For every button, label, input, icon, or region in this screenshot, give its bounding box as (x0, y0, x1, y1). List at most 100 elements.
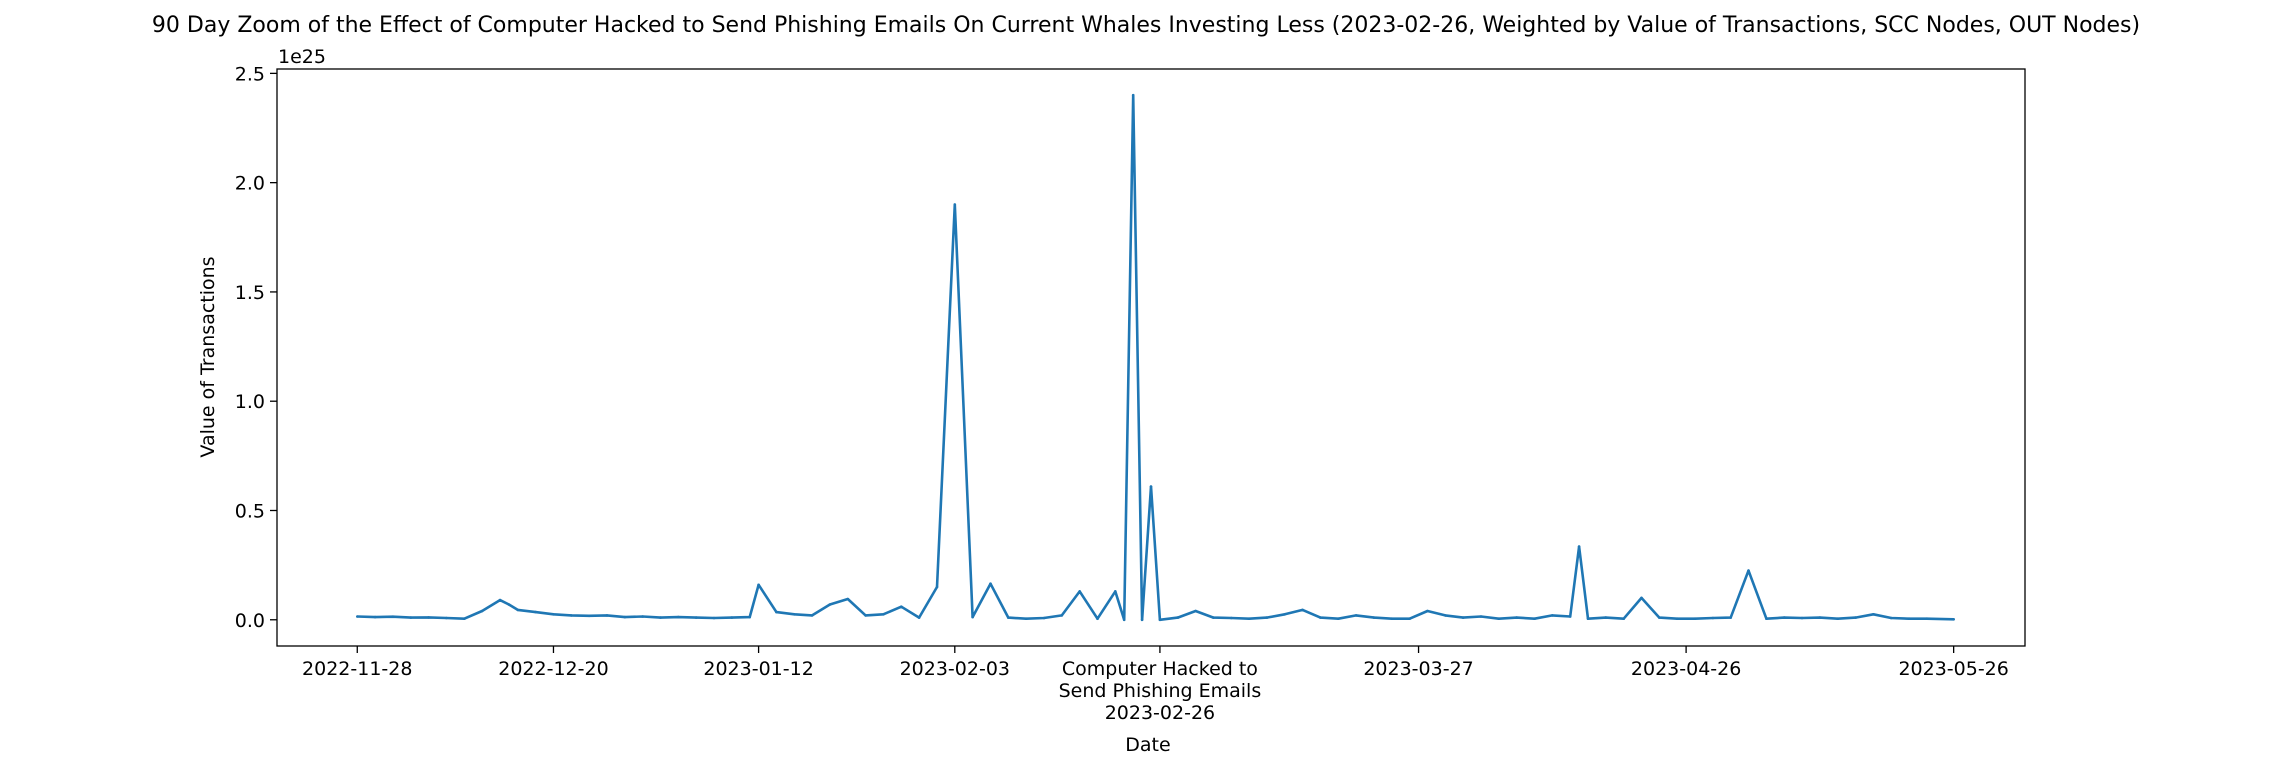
data-point (1114, 590, 1117, 593)
data-point (1872, 613, 1875, 616)
data-point (730, 616, 734, 619)
data-point (498, 598, 502, 602)
data-point (1078, 590, 1081, 593)
data-point (1952, 618, 1955, 621)
data-point (1889, 616, 1893, 620)
data-point (1765, 617, 1768, 620)
y-axis: 0.0 0.5 1.0 1.5 2.0 2.5 (235, 63, 277, 632)
data-point (1604, 616, 1608, 619)
data-point (1711, 616, 1715, 620)
data-point (356, 615, 359, 618)
plot-area (356, 93, 1955, 622)
data-point (1372, 616, 1376, 619)
data-point (1319, 616, 1322, 619)
data-point (1024, 617, 1028, 620)
data-point (864, 614, 867, 617)
data-point (1337, 617, 1340, 620)
data-point (1060, 614, 1064, 617)
data-point (1301, 608, 1304, 612)
data-point (534, 610, 537, 614)
data-point (1140, 618, 1144, 622)
data-point (1729, 616, 1732, 619)
data-point (1426, 609, 1429, 613)
data-point (1551, 614, 1554, 617)
y-axis-label: Value of Transactions (197, 256, 219, 457)
data-point (1693, 617, 1697, 620)
data-point (694, 616, 698, 619)
data-point (552, 613, 555, 616)
data-point (1176, 616, 1180, 619)
data-point (641, 615, 644, 618)
y-tick-label: 1.0 (235, 391, 265, 413)
data-point (605, 614, 609, 617)
data-point (1836, 617, 1839, 620)
x-tick-label: 2023-02-03 (900, 658, 1010, 680)
axes-frame (276, 68, 2026, 647)
x-tick-label: 2022-12-20 (498, 658, 608, 680)
data-point (1283, 613, 1287, 616)
data-point (1408, 617, 1411, 620)
data-point (1354, 614, 1358, 617)
data-point (828, 603, 832, 606)
data-point (1042, 616, 1046, 620)
data-point (1658, 616, 1661, 619)
data-point (1194, 609, 1197, 613)
data-point (1533, 617, 1536, 620)
data-point (846, 597, 850, 601)
x-tick-label: Computer Hacked to Send Phishing Emails 20… (1059, 658, 1262, 724)
data-point (1131, 93, 1135, 97)
data-point (1925, 617, 1929, 620)
data-point (1515, 616, 1518, 619)
data-point (427, 616, 430, 619)
data-point (677, 615, 680, 619)
data-point (1265, 616, 1269, 619)
series-line (357, 93, 1954, 622)
data-point (1479, 615, 1483, 618)
data-point (1907, 617, 1911, 620)
data-point (463, 617, 466, 620)
data-point (1497, 617, 1501, 620)
chart-title: 90 Day Zoom of the Effect of Computer Ha… (152, 13, 2140, 38)
data-point (570, 614, 573, 617)
data-point (1461, 616, 1465, 619)
data-point (1390, 617, 1394, 620)
data-point (748, 615, 751, 619)
data-point (712, 616, 716, 620)
data-point (1782, 616, 1786, 619)
data-point (1122, 618, 1126, 622)
x-axis: 2022-11-28 2022-12-20 2023-01-12 2023-02-03… (302, 646, 2009, 724)
data-point (1675, 617, 1679, 620)
data-point (1247, 617, 1251, 620)
data-point (757, 583, 760, 587)
y-tick-label: 0.0 (235, 610, 265, 632)
y-tick-label: 1.5 (235, 282, 265, 304)
data-point (989, 582, 992, 585)
data-point (953, 203, 957, 206)
data-point (445, 616, 448, 620)
data-point (1568, 615, 1572, 618)
x-tick-label: 2023-04-26 (1631, 658, 1741, 680)
x-tick-label: 2023-03-27 (1363, 658, 1473, 680)
data-point (1444, 614, 1447, 617)
data-point (917, 616, 921, 619)
y-offset-text: 1e25 (278, 46, 326, 68)
data-point (810, 614, 814, 617)
data-point (587, 614, 591, 618)
data-point (1149, 485, 1153, 488)
data-point (480, 609, 484, 613)
y-tick-label: 2.5 (235, 63, 265, 85)
data-point (1640, 596, 1643, 600)
data-point (971, 615, 974, 619)
data-point (775, 610, 778, 614)
data-point (409, 616, 413, 619)
data-point (1158, 618, 1162, 622)
data-point (659, 616, 662, 619)
x-tick-label: 2023-01-12 (703, 658, 813, 680)
data-point (1818, 616, 1822, 619)
x-axis-label: Date (1125, 734, 1170, 756)
data-point (882, 613, 885, 616)
data-point (1854, 616, 1857, 619)
data-point (391, 615, 395, 618)
data-point (373, 615, 377, 619)
